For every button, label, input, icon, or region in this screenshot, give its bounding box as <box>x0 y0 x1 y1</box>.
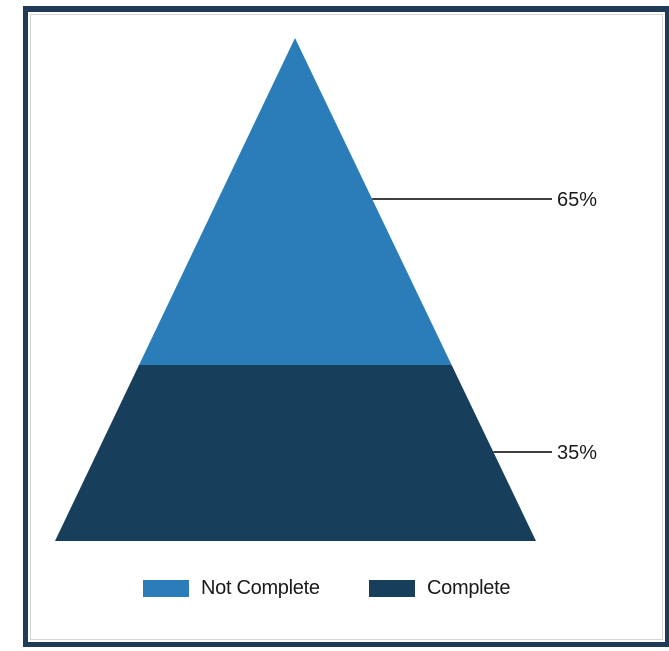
legend-item-complete: Complete <box>369 573 511 603</box>
data-label-not-complete: 65% <box>557 189 597 211</box>
legend-swatch-complete <box>369 579 415 597</box>
chart-plot-border <box>30 14 663 640</box>
pyramid-segment-not-complete <box>139 38 452 365</box>
chart-legend: Not Complete Complete <box>0 573 669 603</box>
legend-item-not-complete: Not Complete <box>143 573 320 603</box>
pyramid-segment-complete <box>55 364 536 541</box>
legend-label-not-complete: Not Complete <box>201 576 320 599</box>
legend-swatch-not-complete <box>143 579 189 597</box>
data-label-complete: 35% <box>557 442 597 464</box>
legend-label-complete: Complete <box>427 576 511 599</box>
